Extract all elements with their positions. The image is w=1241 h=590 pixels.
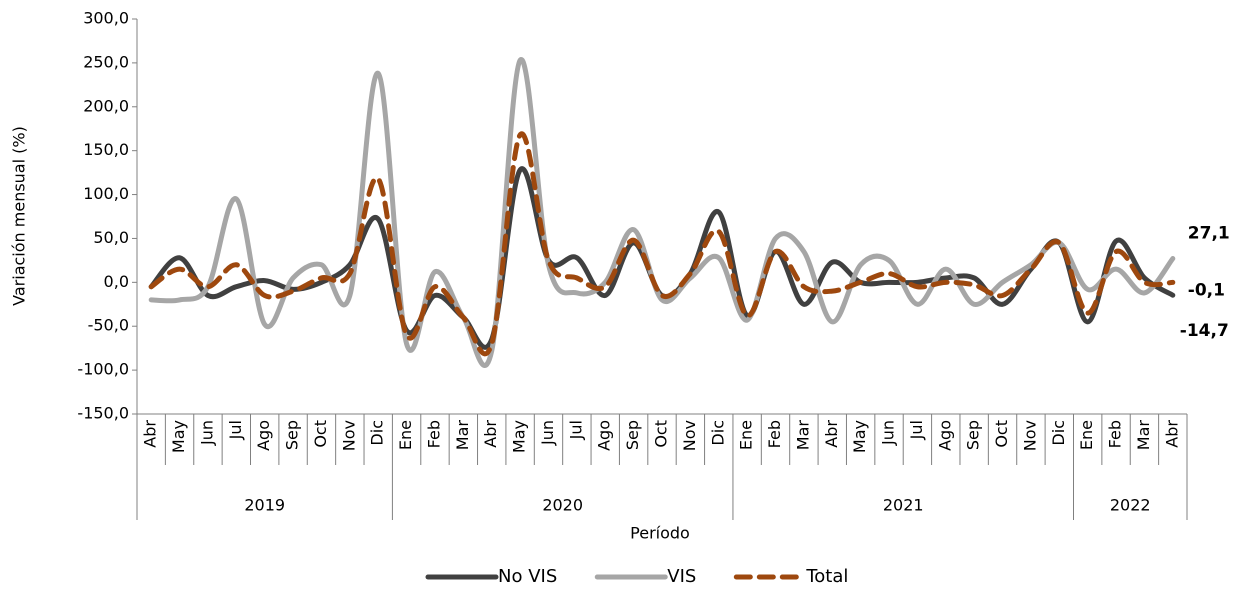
x-tick-label: Jun: [197, 420, 216, 446]
x-tick-label: Abr: [822, 420, 841, 448]
x-tick-label: Jul: [226, 420, 245, 440]
x-tick-label: Ene: [737, 420, 756, 450]
legend-label: VIS: [667, 566, 696, 587]
x-tick-label: Feb: [765, 420, 784, 448]
x-tick-label: Nov: [680, 420, 699, 451]
x-tick-label: Feb: [1106, 420, 1125, 448]
x-tick-label: May: [850, 420, 869, 453]
year-label: 2021: [883, 496, 924, 515]
year-label: 2020: [542, 496, 583, 515]
x-tick-label: Nov: [339, 420, 358, 451]
value-label: 27,1: [1188, 224, 1230, 244]
x-tick-label: Feb: [424, 420, 443, 448]
x-tick-label: Sep: [283, 420, 302, 450]
x-tick-label: Sep: [964, 420, 983, 450]
x-tick-label: Ago: [595, 420, 614, 451]
x-axis-title: Período: [630, 524, 690, 543]
y-tick-label: 50,0: [93, 228, 129, 247]
series-line: [148, 131, 1176, 357]
x-tick-label: May: [169, 420, 188, 453]
legend-label: Total: [805, 566, 848, 587]
x-tick-label: May: [510, 420, 529, 453]
x-tick-label: Mar: [1134, 420, 1153, 451]
y-tick-label: 0,0: [104, 272, 129, 291]
y-axis-title: Variación mensual (%): [10, 126, 29, 306]
x-tick-label: Jul: [907, 420, 926, 440]
value-label: -0,1: [1188, 280, 1225, 300]
y-tick-label: 300,0: [83, 9, 129, 28]
x-tick-label: Oct: [992, 420, 1011, 448]
x-tick-label: Abr: [1162, 420, 1181, 448]
y-tick-label: 100,0: [83, 184, 129, 203]
y-tick-label: -100,0: [77, 360, 129, 379]
value-label: -14,7: [1180, 321, 1229, 341]
x-tick-label: Nov: [1020, 420, 1039, 451]
legend-label: No VIS: [498, 566, 557, 587]
x-tick-label: Oct: [652, 420, 671, 448]
x-tick-label: Mar: [453, 420, 472, 451]
x-tick-label: Ene: [396, 420, 415, 450]
x-tick-label: Jun: [538, 420, 557, 446]
year-label: 2022: [1110, 496, 1151, 515]
x-tick-label: Ago: [935, 420, 954, 451]
year-label: 2019: [244, 496, 285, 515]
series-line: [148, 57, 1176, 369]
x-tick-label: Dic: [368, 420, 387, 446]
series-line: [148, 166, 1176, 350]
y-tick-label: 200,0: [83, 96, 129, 115]
x-tick-label: Oct: [311, 420, 330, 448]
x-tick-label: Jul: [566, 420, 585, 440]
x-tick-label: Dic: [1049, 420, 1068, 446]
y-tick-label: -150,0: [77, 404, 129, 423]
x-tick-label: Ago: [254, 420, 273, 451]
x-tick-label: Jun: [879, 420, 898, 446]
x-tick-label: Dic: [708, 420, 727, 446]
y-tick-label: 250,0: [83, 52, 129, 71]
x-tick-label: Abr: [481, 420, 500, 448]
y-tick-label: -50,0: [88, 316, 129, 335]
x-tick-label: Mar: [793, 420, 812, 451]
x-tick-label: Sep: [623, 420, 642, 450]
x-tick-label: Abr: [141, 420, 160, 448]
x-tick-label: Ene: [1077, 420, 1096, 450]
y-tick-label: 150,0: [83, 140, 129, 159]
